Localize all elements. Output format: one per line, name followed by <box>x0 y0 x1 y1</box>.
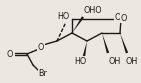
Text: Br: Br <box>38 68 47 78</box>
Text: HO: HO <box>57 12 69 21</box>
Text: OHO: OHO <box>84 5 102 15</box>
Text: OH: OH <box>126 57 138 65</box>
Text: O: O <box>7 49 13 59</box>
Text: OH: OH <box>109 57 121 65</box>
Text: HO: HO <box>74 57 86 65</box>
Text: O: O <box>121 14 127 22</box>
Polygon shape <box>120 33 128 53</box>
Text: O: O <box>38 42 44 51</box>
Polygon shape <box>102 33 109 53</box>
Polygon shape <box>72 16 84 33</box>
Polygon shape <box>83 41 87 56</box>
Text: O: O <box>115 13 121 21</box>
